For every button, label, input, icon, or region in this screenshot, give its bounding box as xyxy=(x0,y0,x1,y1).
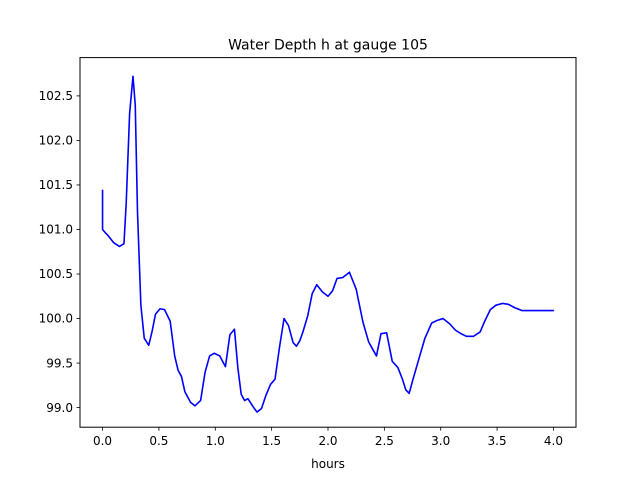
x-tick-label: 1.5 xyxy=(262,434,281,448)
x-tick-label: 1.0 xyxy=(206,434,225,448)
x-tick-label: 2.0 xyxy=(318,434,337,448)
x-tick-label: 0.5 xyxy=(149,434,168,448)
chart-title: Water Depth h at gauge 105 xyxy=(228,38,428,54)
plot-area xyxy=(80,57,576,428)
y-tick-label: 99.5 xyxy=(46,356,73,370)
x-tick-label: 0.0 xyxy=(93,434,112,448)
y-tick-label: 100.0 xyxy=(39,312,73,326)
x-tick-label: 4.0 xyxy=(544,434,563,448)
y-tick-label: 101.0 xyxy=(39,223,73,237)
data-layer xyxy=(101,75,555,413)
x-tick-label: 2.5 xyxy=(375,434,394,448)
ticks-layer: 0.0 0.5 1.0 1.5 2.0 2.5 3.0 3.5 4.0 99.0 99.5 100.0… xyxy=(39,89,563,448)
y-tick-label: 102.0 xyxy=(39,134,73,148)
x-tick-label: 3.0 xyxy=(431,434,450,448)
y-tick-label: 100.5 xyxy=(39,267,73,281)
series-line-1 xyxy=(101,75,555,413)
x-axis-label: hours xyxy=(311,457,345,471)
x-tick-label: 3.5 xyxy=(488,434,507,448)
y-tick-label: 101.5 xyxy=(39,178,73,192)
y-tick-label: 102.5 xyxy=(39,89,73,103)
y-tick-label: 99.0 xyxy=(46,401,73,415)
